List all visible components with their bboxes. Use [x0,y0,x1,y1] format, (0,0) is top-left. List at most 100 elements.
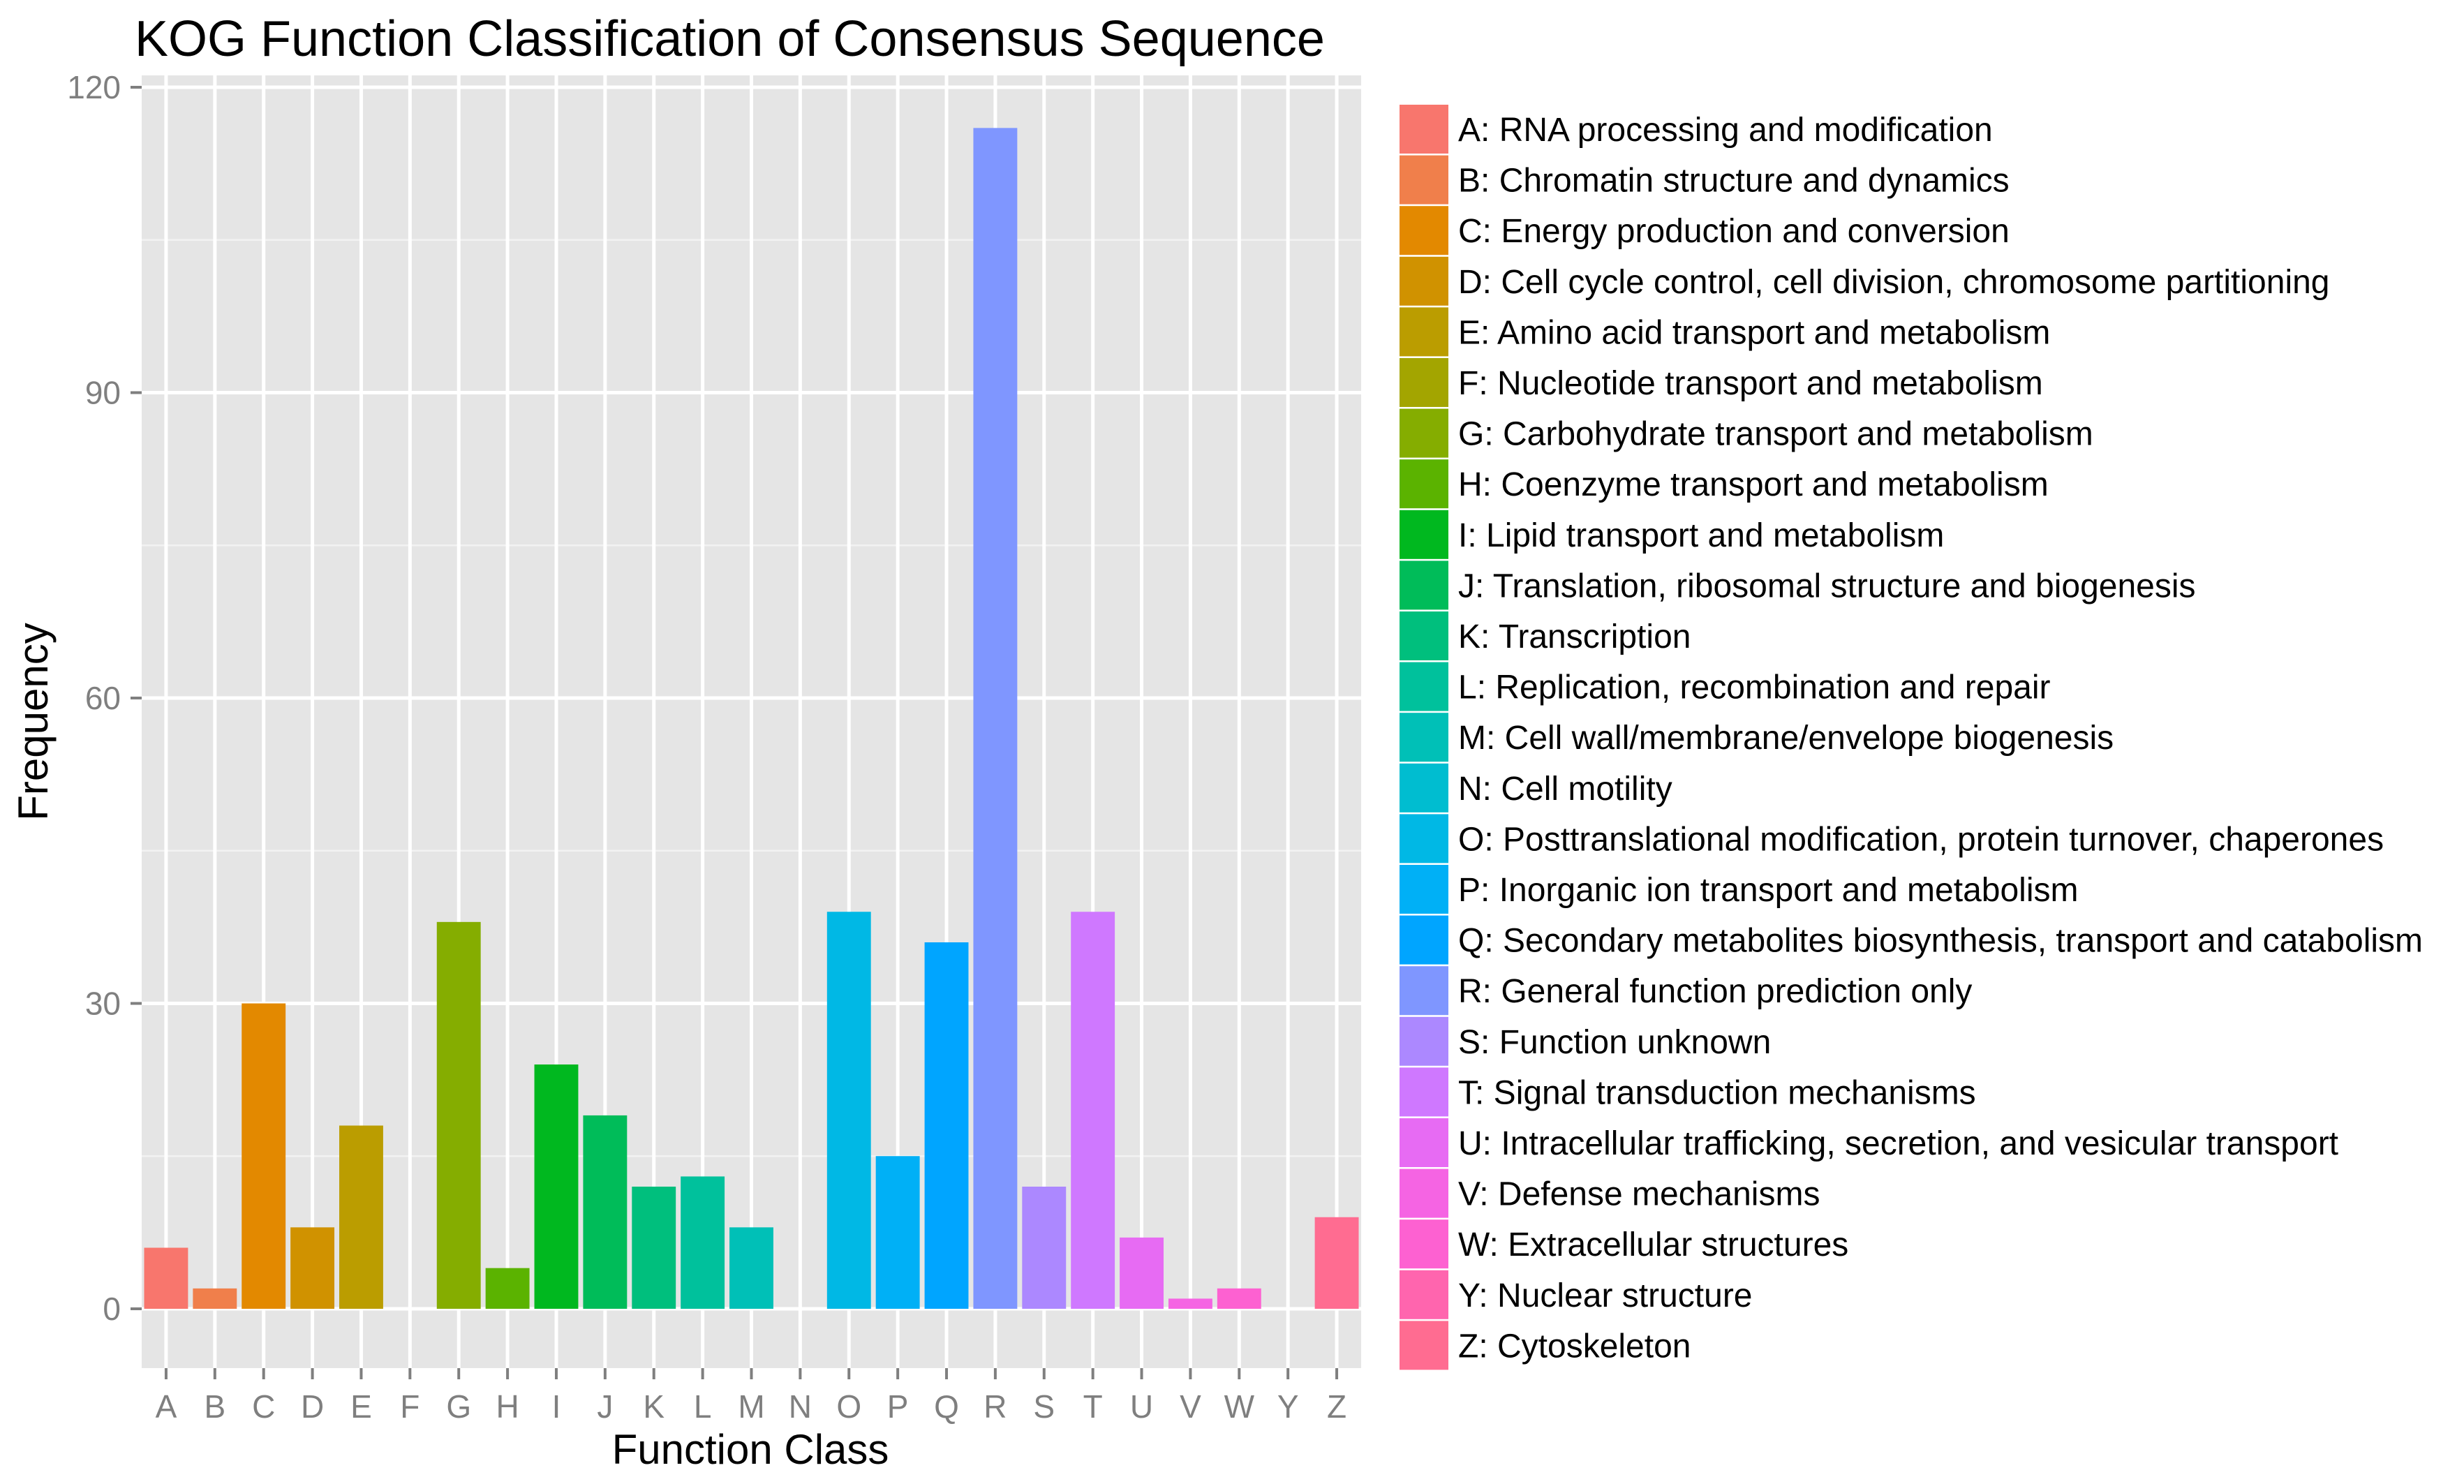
legend-key [1400,256,1448,306]
legend-label: E: Amino acid transport and metabolism [1458,314,2050,351]
chart-title: KOG Function Classification of Consensus… [135,11,1325,67]
legend-label: A: RNA processing and modification [1458,112,1993,149]
legend-label: V: Defense mechanisms [1458,1176,1820,1213]
x-tick-label: E [350,1388,372,1425]
legend-key [1400,561,1448,610]
x-tick-label: G [446,1388,471,1425]
bar-P [875,1156,920,1309]
bars [144,128,1359,1309]
bar-R [973,128,1018,1309]
legend-key [1400,1067,1448,1117]
bar-L [681,1176,725,1309]
bar-E [339,1125,383,1309]
legend-key [1400,662,1448,711]
legend-key [1400,865,1448,914]
x-tick-label: U [1130,1388,1153,1425]
legend-label: T: Signal transduction mechanisms [1458,1074,1976,1111]
legend-label: Q: Secondary metabolites biosynthesis, t… [1458,923,2423,960]
legend-key [1400,915,1448,965]
legend-key [1400,1219,1448,1269]
legend-label: Z: Cytoskeleton [1458,1328,1691,1365]
y-tick-label: 90 [85,375,121,411]
legend-key [1400,206,1448,255]
legend-key [1400,611,1448,660]
legend-label: S: Function unknown [1458,1024,1771,1061]
bar-K [632,1187,676,1309]
legend-label: K: Transcription [1458,618,1691,655]
legend-label: W: Extracellular structures [1458,1226,1848,1263]
bar-W [1217,1288,1261,1309]
bar-Q [924,942,969,1309]
bar-I [534,1064,579,1309]
legend-label: H: Coenzyme transport and metabolism [1458,466,2049,503]
bar-J [583,1115,628,1309]
x-tick-label: B [204,1388,225,1425]
legend-label: M: Cell wall/membrane/envelope biogenesi… [1458,720,2114,757]
x-tick-label: Y [1277,1388,1299,1425]
bar-U [1120,1237,1164,1309]
bar-S [1022,1187,1067,1309]
bar-T [1071,912,1115,1309]
y-tick-label: 30 [85,986,121,1022]
legend-key [1400,307,1448,357]
x-tick-label: W [1224,1388,1255,1425]
legend-key [1400,1168,1448,1218]
y-tick-label: 0 [103,1291,121,1327]
bar-Z [1314,1217,1359,1309]
y-axis-title: Frequency [10,623,57,820]
bar-D [290,1227,335,1309]
legend-label: R: General function prediction only [1458,973,1972,1010]
x-tick-label: Q [934,1388,959,1425]
y-tick-label: 120 [67,69,121,105]
legend: A: RNA processing and modification B: Chr… [1400,105,2423,1370]
legend-key [1400,814,1448,863]
legend-key [1400,713,1448,762]
legend-label: C: Energy production and conversion [1458,213,2010,250]
x-tick-label: R [984,1388,1007,1425]
legend-label: Y: Nuclear structure [1458,1277,1753,1314]
legend-label: F: Nucleotide transport and metabolism [1458,365,2043,402]
bar-B [193,1288,237,1309]
x-tick-label: S [1033,1388,1055,1425]
x-tick-label: M [738,1388,764,1425]
x-axis-title: Function Class [612,1426,889,1473]
x-tick-label: T [1083,1388,1103,1425]
x-tick-label: H [496,1388,519,1425]
x-tick-label: C [252,1388,275,1425]
x-tick-label: I [552,1388,561,1425]
legend-key [1400,763,1448,813]
y-axis: 0 30 60 90 120 [67,69,142,1327]
bar-C [242,1003,286,1309]
bar-A [144,1247,188,1309]
x-tick-label: D [301,1388,324,1425]
legend-key [1400,105,1448,154]
x-tick-label: P [887,1388,909,1425]
legend-label: L: Replication, recombination and repair [1458,669,2051,706]
legend-key [1400,1016,1448,1066]
legend-key [1400,1321,1448,1370]
legend-key [1400,510,1448,559]
y-tick-label: 60 [85,680,121,716]
legend-label: N: Cell motility [1458,771,1672,808]
legend-label: G: Carbohydrate transport and metabolism [1458,416,2093,453]
legend-label: U: Intracellular trafficking, secretion,… [1458,1125,2338,1162]
x-tick-label: K [643,1388,665,1425]
x-tick-label: J [597,1388,613,1425]
bar-G [436,921,481,1309]
bar-O [826,912,871,1309]
legend-key [1400,155,1448,205]
x-tick-label: N [789,1388,812,1425]
bar-V [1168,1298,1212,1309]
x-tick-label: F [400,1388,420,1425]
legend-label: D: Cell cycle control, cell division, ch… [1458,264,2330,301]
legend-label: J: Translation, ribosomal structure and … [1458,567,2196,604]
legend-key [1400,1270,1448,1319]
x-tick-label: L [694,1388,712,1425]
legend-key [1400,1118,1448,1167]
bar-H [485,1268,530,1309]
bar-M [729,1227,773,1309]
x-tick-label: V [1180,1388,1201,1425]
legend-label: P: Inorganic ion transport and metabolis… [1458,872,2078,909]
